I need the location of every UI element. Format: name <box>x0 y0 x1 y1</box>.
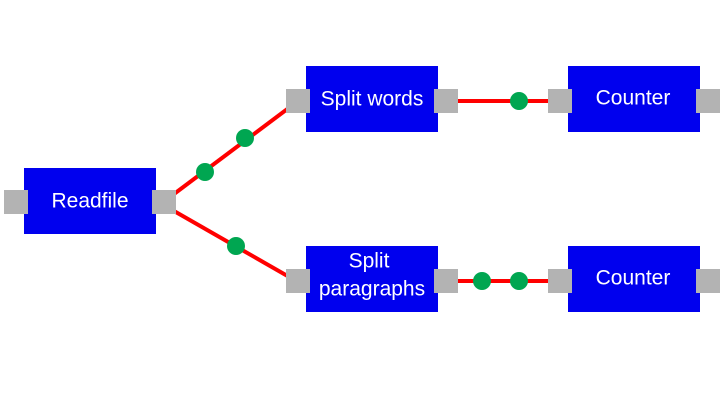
output-port[interactable] <box>696 89 720 113</box>
input-port[interactable] <box>548 89 572 113</box>
output-port[interactable] <box>696 269 720 293</box>
edge-readfile-to-split-words <box>172 99 300 196</box>
node-label: Readfile <box>51 190 128 213</box>
edge-token <box>510 92 528 110</box>
edge-token <box>510 272 528 290</box>
node-label-line-2: paragraphs <box>319 278 425 301</box>
edge-token <box>196 163 214 181</box>
output-port[interactable] <box>434 269 458 293</box>
node-label: Counter <box>596 267 671 290</box>
node-box <box>306 66 438 132</box>
edge-token <box>473 272 491 290</box>
edge-token <box>227 237 245 255</box>
node-split-paragraphs[interactable]: Split paragraphs <box>286 246 458 312</box>
output-port[interactable] <box>434 89 458 113</box>
input-port[interactable] <box>548 269 572 293</box>
node-readfile[interactable]: Readfile <box>4 168 176 234</box>
node-box <box>24 168 156 234</box>
node-label: Split words <box>321 88 424 111</box>
node-box <box>568 246 700 312</box>
node-box <box>568 66 700 132</box>
node-split-words[interactable]: Split words <box>286 66 458 132</box>
input-port[interactable] <box>286 89 310 113</box>
tokens-layer <box>196 92 528 290</box>
edge-token <box>236 129 254 147</box>
node-counter-bottom[interactable]: Counter <box>548 246 720 312</box>
input-port[interactable] <box>286 269 310 293</box>
node-label: Counter <box>596 87 671 110</box>
output-port[interactable] <box>152 190 176 214</box>
node-counter-top[interactable]: Counter <box>548 66 720 132</box>
node-box <box>306 246 438 312</box>
input-port[interactable] <box>4 190 28 214</box>
node-label-line-1: Split <box>349 250 390 273</box>
